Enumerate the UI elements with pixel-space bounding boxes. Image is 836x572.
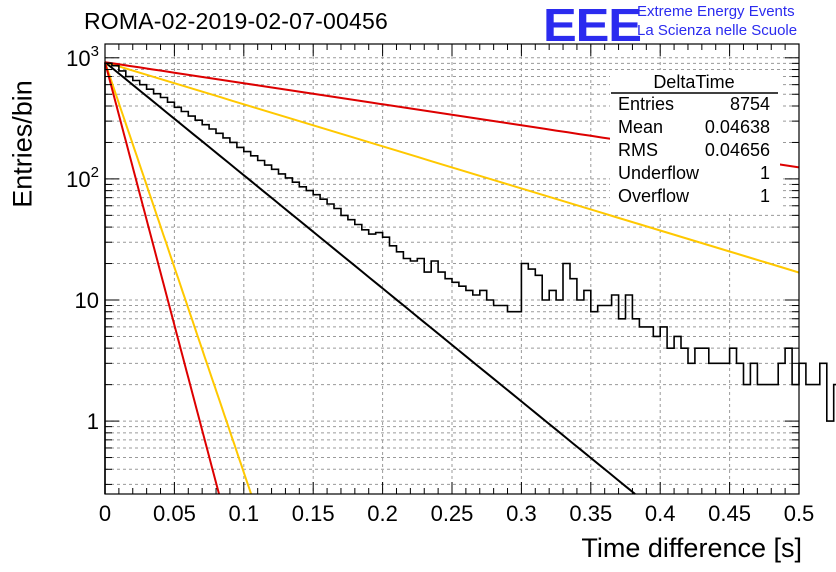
x-tick-label: 0.2	[367, 501, 398, 526]
x-axis-label: Time difference [s]	[581, 533, 802, 563]
stats-row-value: 8754	[730, 94, 770, 114]
stats-row-label: Overflow	[618, 186, 690, 206]
stats-row-value: 0.04656	[705, 140, 770, 160]
x-tick-label: 0.25	[431, 501, 474, 526]
y-tick-label: 10	[75, 288, 99, 313]
x-tick-label: 0.4	[645, 501, 676, 526]
y-tick-label-exponent: 2	[91, 164, 99, 181]
axes: 0 0.05 0.1 0.15 0.2 0.25 0.3 0.35 0.4 0.45 0.51101…	[66, 43, 814, 526]
y-tick-label: 1	[87, 409, 99, 434]
stats-row-value: 0.04638	[705, 117, 770, 137]
histogram-outline	[104, 62, 836, 494]
y-tick-label: 103	[66, 43, 99, 71]
fit-line-2	[104, 61, 800, 274]
stats-row-label: RMS	[618, 140, 658, 160]
stats-row-value: 1	[760, 186, 770, 206]
y-tick-label-exponent: 3	[91, 43, 99, 60]
x-tick-label: 0.45	[708, 501, 751, 526]
y-tick-label-base: 10	[66, 46, 90, 71]
stats-row-value: 1	[760, 163, 770, 183]
x-tick-label: 0.15	[292, 501, 335, 526]
y-tick-label: 102	[66, 164, 99, 192]
fit-line-5	[104, 61, 220, 495]
histogram	[104, 62, 836, 494]
fit-line-1	[104, 61, 636, 495]
stats-box-title: DeltaTime	[653, 72, 734, 92]
logo-subtitle-line2: La Scienza nelle Scuole	[637, 22, 798, 39]
stats-row-label: Entries	[618, 94, 674, 114]
x-tick-label: 0	[99, 501, 111, 526]
x-tick-label: 0.05	[153, 501, 196, 526]
y-tick-label-base: 10	[75, 288, 99, 313]
page-title: ROMA-02-2019-02-07-00456	[84, 8, 388, 34]
x-tick-label: 0.5	[784, 501, 815, 526]
x-tick-label: 0.3	[506, 501, 537, 526]
eee-logo: EEE	[543, 0, 642, 51]
stats-box: DeltaTime Entries 8754 Mean 0.04638 RMS 0.046…	[610, 70, 780, 214]
x-tick-label: 0.1	[229, 501, 260, 526]
logo-subtitle-line1: Extreme Energy Events	[637, 3, 795, 20]
stats-box-background	[610, 70, 780, 214]
y-tick-label-base: 1	[87, 409, 99, 434]
fit-line-4	[104, 61, 253, 495]
stats-row-label: Underflow	[618, 163, 700, 183]
x-tick-label: 0.35	[569, 501, 612, 526]
stats-row-label: Mean	[618, 117, 663, 137]
y-tick-label-base: 10	[66, 167, 90, 192]
